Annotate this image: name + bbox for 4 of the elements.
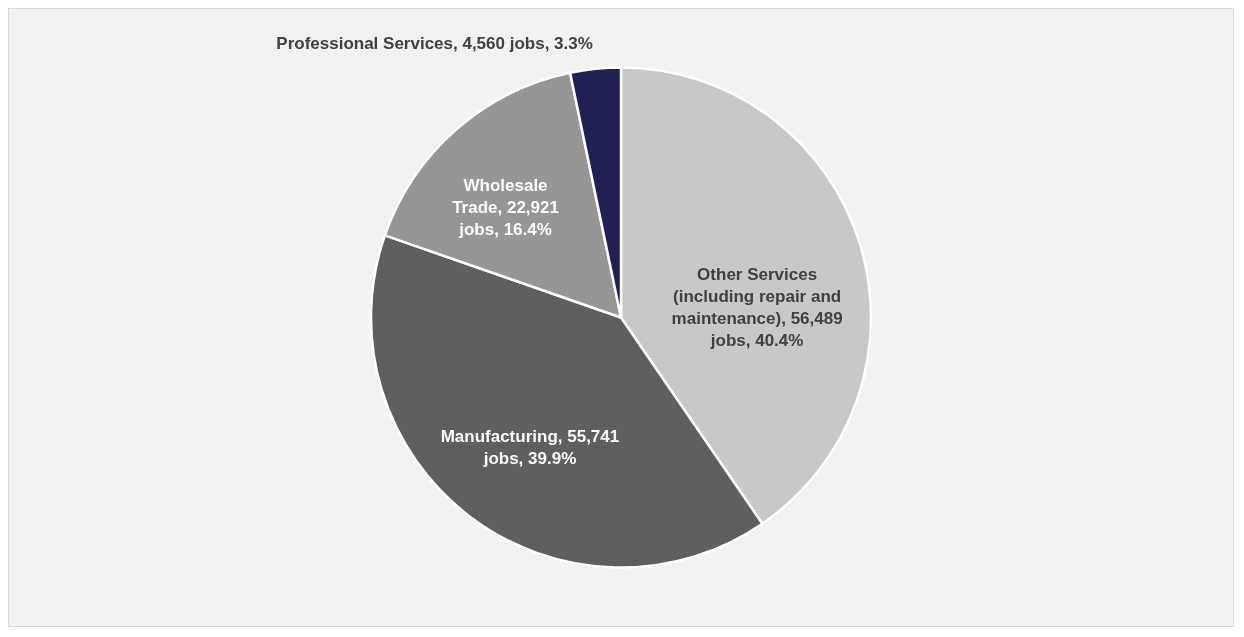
slice-label: Wholesale Trade, 22,921 jobs, 16.4% [452,175,559,239]
slice-label: Other Services (including repair and maintenance), 56,489 jobs, 40.4% [671,265,843,351]
slice-label: Professional Services, 4,560 jobs, 3.3% [276,33,593,53]
slice-label: Manufacturing, 55,741 jobs, 39.9% [440,426,620,468]
